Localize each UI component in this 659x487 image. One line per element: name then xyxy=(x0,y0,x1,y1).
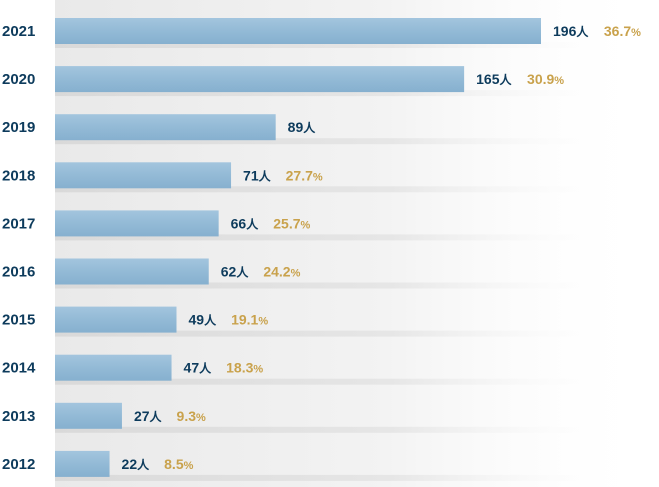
bar xyxy=(55,450,110,477)
count-label: 165人 xyxy=(476,71,512,87)
count-label: 22人 xyxy=(122,456,151,472)
year-label: 2021 xyxy=(2,23,35,40)
count-label: 66人 xyxy=(231,215,260,231)
count-label: 62人 xyxy=(221,264,250,280)
bar xyxy=(55,114,276,141)
year-label: 2018 xyxy=(2,167,35,184)
year-label: 2019 xyxy=(2,119,35,136)
year-label: 2016 xyxy=(2,264,35,281)
bar xyxy=(55,258,209,285)
year-label: 2013 xyxy=(2,408,35,425)
bar-shadow xyxy=(55,474,615,481)
year-label: 2015 xyxy=(2,312,35,329)
bar-shadow xyxy=(55,282,615,289)
percent-label: 30.9% xyxy=(527,71,564,87)
year-label: 2020 xyxy=(2,71,35,88)
year-label: 2014 xyxy=(2,360,36,377)
percent-label: 24.2% xyxy=(263,264,300,280)
bar-shadow xyxy=(55,90,615,97)
bar xyxy=(55,66,465,93)
bar xyxy=(55,306,177,333)
bar-shadow xyxy=(55,138,615,145)
percent-label: 19.1% xyxy=(231,312,268,328)
year-label: 2017 xyxy=(2,215,35,232)
bar-shadow xyxy=(55,186,615,193)
year-label: 2012 xyxy=(2,456,35,473)
count-label: 27人 xyxy=(134,408,163,424)
percent-label: 27.7% xyxy=(286,167,323,183)
count-label: 47人 xyxy=(184,360,213,376)
count-label: 49人 xyxy=(189,312,218,328)
bar-shadow xyxy=(55,378,615,385)
bar-shadow xyxy=(55,42,615,48)
bar xyxy=(55,18,541,44)
percent-label: 8.5% xyxy=(164,456,193,472)
bar xyxy=(55,210,219,237)
bar xyxy=(55,162,232,189)
percent-label: 36.7% xyxy=(604,23,641,39)
bar-shadow xyxy=(55,426,615,433)
bar xyxy=(55,402,122,429)
percent-label: 18.3% xyxy=(226,360,263,376)
count-label: 196人 xyxy=(553,23,589,39)
percent-label: 9.3% xyxy=(177,408,206,424)
count-label: 71人 xyxy=(243,167,272,183)
bar-shadow xyxy=(55,330,615,337)
count-label: 89人 xyxy=(288,119,317,135)
bar-shadow xyxy=(55,234,615,241)
bar xyxy=(55,354,172,381)
percent-label: 25.7% xyxy=(273,215,310,231)
